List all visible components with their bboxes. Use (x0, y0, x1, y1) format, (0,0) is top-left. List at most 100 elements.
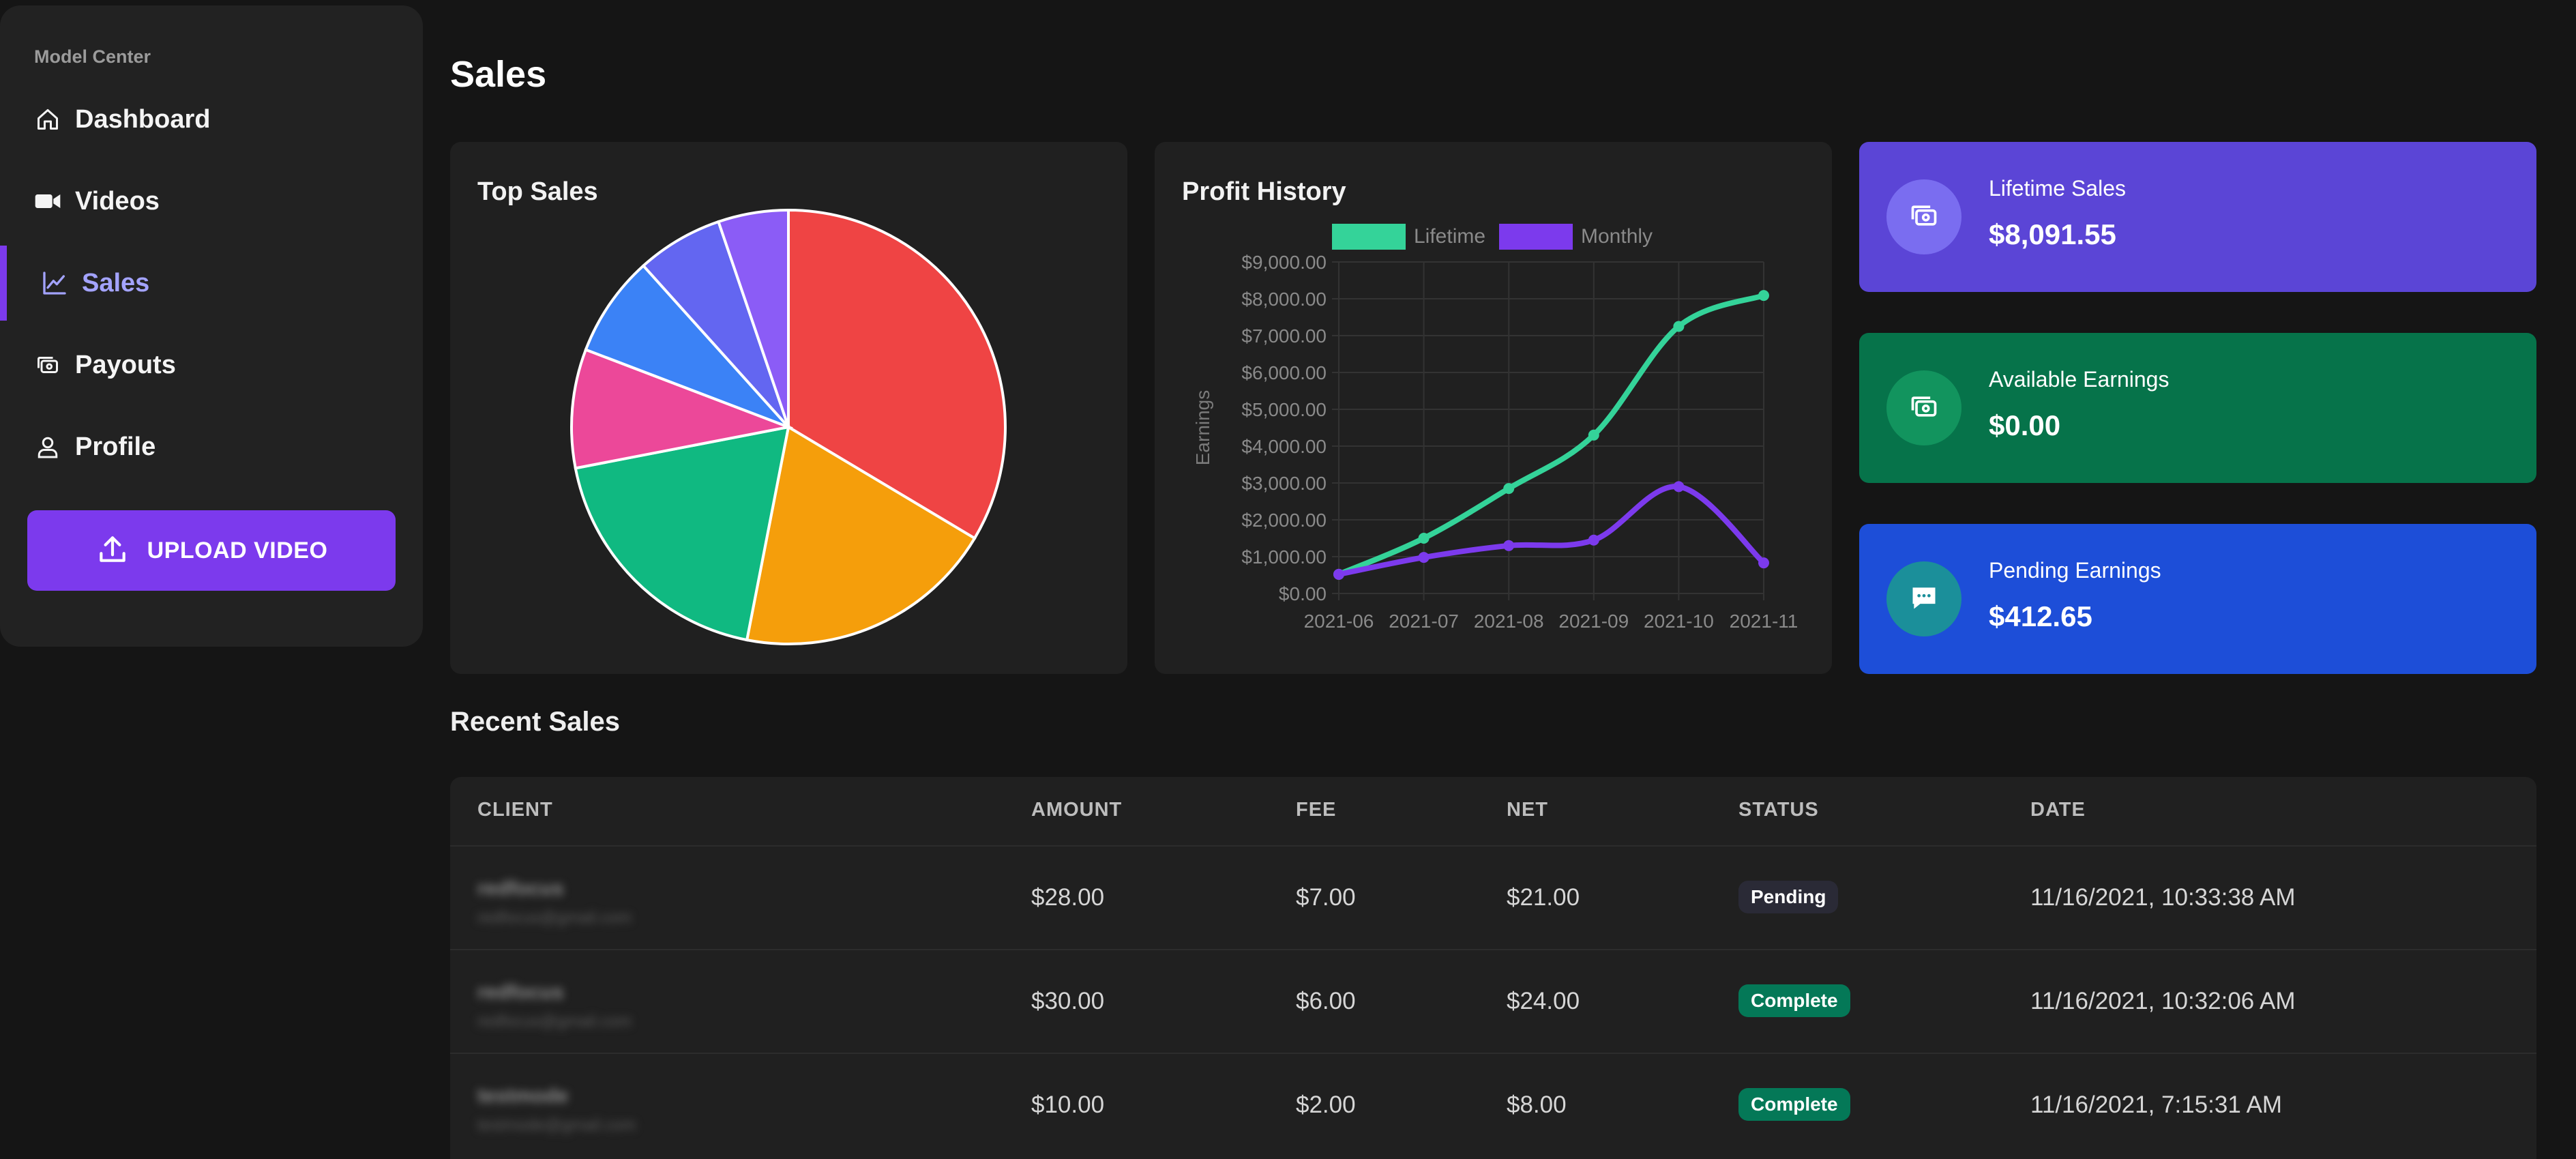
x-tick-label: 2021-07 (1389, 611, 1459, 632)
column-header-amount[interactable]: AMOUNT (1031, 799, 1123, 821)
y-tick-label: $1,000.00 (1241, 546, 1327, 568)
card-title: Top Sales (477, 177, 598, 206)
table-row[interactable]: redfocus redfocus@gmail.com $30.00 $6.00… (450, 949, 2536, 1053)
x-tick-label: 2021-06 (1304, 611, 1374, 632)
recent-sales-table: CLIENT AMOUNT FEE NET STATUS DATE redfoc… (450, 777, 2536, 1159)
data-point[interactable] (1673, 481, 1685, 493)
date-cell: 11/16/2021, 10:32:06 AM (2030, 988, 2296, 1014)
y-tick-label: $0.00 (1279, 583, 1327, 604)
data-point[interactable] (1588, 429, 1599, 441)
series-line (1337, 293, 1765, 577)
cash-icon (1909, 392, 1939, 425)
status-badge: Pending (1738, 881, 1839, 913)
data-point[interactable] (1333, 568, 1344, 580)
data-point[interactable] (1418, 552, 1430, 563)
column-header-net[interactable]: NET (1507, 799, 1548, 821)
client-cell: redfocus redfocus@gmail.com (477, 877, 632, 928)
sidebar-item-sales[interactable]: Sales (0, 246, 423, 321)
sidebar-item-label: Payouts (75, 350, 176, 379)
brand-label: Model Center (34, 46, 151, 67)
legend-label[interactable]: Monthly (1581, 225, 1653, 248)
card-title: Profit History (1182, 177, 1346, 206)
column-header-date[interactable]: DATE (2030, 799, 2086, 821)
y-tick-label: $2,000.00 (1241, 510, 1327, 531)
table-row[interactable]: testmode testmode@gmail.com $10.00 $2.00… (450, 1053, 2536, 1156)
upload-icon (95, 532, 130, 570)
sidebar-item-payouts[interactable]: Payouts (0, 327, 423, 402)
legend-swatch[interactable] (1332, 224, 1406, 250)
chart-line-icon (41, 269, 68, 297)
client-name: redfocus (477, 877, 564, 900)
sidebar: Model Center Dashboard Videos Sales Payo… (0, 5, 423, 647)
pie-slice[interactable] (716, 208, 790, 428)
pie-slice[interactable] (787, 208, 1007, 540)
stat-label: Lifetime Sales (1989, 176, 2126, 201)
video-camera-icon (34, 188, 61, 215)
stat-label: Available Earnings (1989, 367, 2170, 392)
stat-value: $0.00 (1989, 409, 2061, 441)
date-cell: 11/16/2021, 7:15:31 AM (2030, 1091, 2283, 1118)
sidebar-item-label: Sales (82, 268, 150, 297)
client-name: testmode (477, 1085, 569, 1107)
column-header-fee[interactable]: FEE (1296, 799, 1337, 821)
client-email: testmode@gmail.com (477, 1116, 636, 1134)
client-cell: redfocus redfocus@gmail.com (477, 981, 632, 1031)
recent-sales-title: Recent Sales (450, 707, 621, 737)
lifetime-sales-card: Lifetime Sales $8,091.55 (1859, 142, 2536, 292)
pie-slice[interactable] (641, 220, 790, 428)
sidebar-item-profile[interactable]: Profile (0, 409, 423, 484)
data-point[interactable] (1758, 557, 1769, 569)
amount-cell: $28.00 (1031, 884, 1105, 911)
y-tick-label: $3,000.00 (1241, 473, 1327, 494)
data-point[interactable] (1588, 534, 1599, 546)
sidebar-item-dashboard[interactable]: Dashboard (0, 82, 423, 157)
profit-history-card: Profit History $0.00 $1,000.00 $2,000.00 $3… (1155, 142, 1832, 674)
client-email: redfocus@gmail.com (477, 909, 632, 927)
pie-slice[interactable] (745, 424, 977, 645)
stat-icon-circle (1886, 370, 1961, 445)
data-point[interactable] (1503, 540, 1515, 551)
column-header-client[interactable]: CLIENT (477, 799, 553, 821)
client-name: redfocus (477, 981, 564, 1003)
stat-label: Pending Earnings (1989, 558, 2161, 583)
upload-video-button[interactable]: UPLOAD VIDEO (27, 510, 396, 591)
fee-cell: $6.00 (1296, 988, 1356, 1014)
cash-icon (1909, 201, 1939, 234)
available-earnings-card: Available Earnings $0.00 (1859, 333, 2536, 483)
pie-slice[interactable] (574, 425, 790, 642)
series-line (1338, 484, 1766, 577)
sidebar-item-label: Videos (75, 186, 160, 216)
table-row[interactable]: redfocus redfocus@gmail.com $28.00 $7.00… (450, 845, 2536, 949)
x-tick-label: 2021-08 (1474, 611, 1544, 632)
data-point[interactable] (1758, 290, 1769, 302)
chat-bubble-icon (1909, 583, 1939, 616)
page-title: Sales (450, 54, 547, 95)
legend-label[interactable]: Lifetime (1414, 225, 1485, 248)
sidebar-item-label: Profile (75, 432, 156, 461)
pie-slice[interactable] (584, 263, 790, 428)
client-cell: testmode testmode@gmail.com (477, 1085, 636, 1135)
x-tick-label: 2021-10 (1644, 611, 1714, 632)
legend-swatch[interactable] (1499, 224, 1573, 250)
client-email: redfocus@gmail.com (477, 1012, 632, 1031)
data-point[interactable] (1673, 321, 1685, 332)
pie-slice[interactable] (570, 348, 794, 470)
amount-cell: $10.00 (1031, 1091, 1105, 1118)
stat-value: $8,091.55 (1989, 218, 2116, 250)
status-badge: Complete (1738, 1088, 1850, 1121)
sidebar-item-videos[interactable]: Videos (0, 164, 423, 239)
y-axis-label: Earnings (1192, 390, 1213, 466)
net-cell: $8.00 (1507, 1091, 1567, 1118)
top-sales-card: Top Sales (450, 142, 1127, 674)
data-point[interactable] (1418, 533, 1430, 544)
data-point[interactable] (1503, 483, 1515, 495)
stat-value: $412.65 (1989, 600, 2092, 632)
stat-icon-circle (1886, 179, 1961, 254)
y-tick-label: $8,000.00 (1241, 289, 1327, 310)
sidebar-item-label: Dashboard (75, 104, 211, 134)
pending-earnings-card: Pending Earnings $412.65 (1859, 524, 2536, 674)
amount-cell: $30.00 (1031, 988, 1105, 1014)
x-tick-label: 2021-11 (1730, 611, 1798, 632)
y-tick-label: $6,000.00 (1241, 362, 1327, 383)
column-header-status[interactable]: STATUS (1738, 799, 1819, 821)
